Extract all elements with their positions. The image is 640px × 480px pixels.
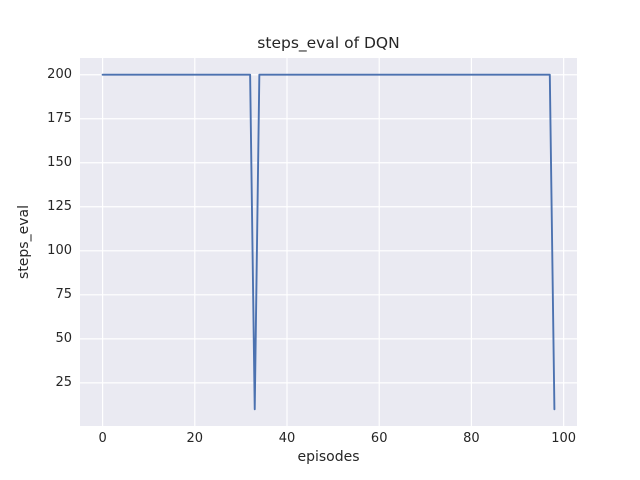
x-axis-label: episodes bbox=[297, 449, 360, 465]
y-tick-label: 25 bbox=[55, 374, 72, 390]
y-tick-label: 150 bbox=[47, 154, 72, 170]
x-tick-label: 60 bbox=[370, 431, 388, 446]
x-tick-label: 100 bbox=[551, 431, 577, 446]
y-tick-label: 125 bbox=[47, 198, 72, 214]
series-line bbox=[101, 73, 556, 411]
y-tick-label: 50 bbox=[55, 330, 72, 346]
x-tick-label: 0 bbox=[98, 431, 107, 446]
chart-title: steps_eval of DQN bbox=[257, 34, 400, 52]
y-tick-label: 200 bbox=[47, 66, 72, 82]
y-tick-label: 175 bbox=[47, 110, 72, 126]
y-tick-label: 100 bbox=[47, 242, 72, 258]
y-tick-label: 75 bbox=[55, 286, 72, 302]
plot-background bbox=[80, 58, 577, 426]
x-tick-label: 40 bbox=[278, 431, 296, 446]
x-tick-label: 20 bbox=[186, 431, 204, 446]
x-tick-label: 80 bbox=[463, 431, 480, 446]
